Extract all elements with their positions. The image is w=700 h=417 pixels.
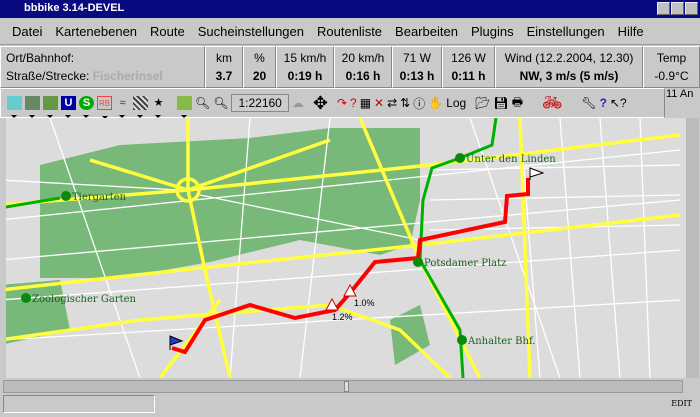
- info-panel: Ort/Bahnhof: Straße/Strecke: Fischerinse…: [0, 46, 700, 88]
- side-text: 11 An: [666, 88, 694, 100]
- km-label: km: [216, 51, 232, 65]
- station-tiergarten[interactable]: Tiergarten: [72, 192, 127, 203]
- edit-layer-icon[interactable]: [177, 96, 192, 118]
- speed-20[interactable]: 20 km/h 0:16 h: [334, 46, 392, 88]
- close-button[interactable]: [685, 2, 698, 15]
- menu-plugins[interactable]: Plugins: [470, 23, 514, 39]
- list-icon[interactable]: ▦: [359, 96, 372, 110]
- map-canvas[interactable]: 1.0% 1.2% Unter den Linden Tiergarten Po…: [6, 118, 686, 378]
- menu-kartenebenen[interactable]: Kartenebenen: [55, 23, 138, 39]
- station-anhalter-bhf[interactable]: Anhalter Bhf.: [467, 336, 535, 347]
- wind-panel[interactable]: Wind (12.2.2004, 12.30) NW, 3 m/s (5 m/s): [495, 46, 643, 88]
- rbahn-icon[interactable]: RB: [97, 96, 112, 119]
- menu-datei[interactable]: Datei: [12, 23, 43, 39]
- toolbar: U S RB ≈ ★ 🔍︎ 🔍︎ 1:22160 ☁ ✥ ↷ ? ▦ ✕ ⇄ ⇅…: [0, 88, 665, 119]
- print-icon[interactable]: 🖶: [511, 94, 524, 109]
- scroll-thumb[interactable]: [344, 381, 349, 392]
- status-field: [3, 395, 155, 413]
- help-icon[interactable]: ?: [599, 96, 607, 110]
- grade-icon: [343, 283, 357, 297]
- grosser-stern: [175, 177, 201, 203]
- menu-route[interactable]: Route: [150, 23, 185, 39]
- ubahn-icon[interactable]: U: [61, 96, 76, 118]
- route-icon[interactable]: ↷: [336, 96, 348, 110]
- menu-hilfe[interactable]: Hilfe: [617, 23, 644, 39]
- layer-landscape-icon[interactable]: [25, 96, 40, 118]
- log-button[interactable]: Log: [446, 96, 467, 110]
- wrench-icon[interactable]: 🔧︎: [581, 96, 597, 110]
- menu-bearbeiten[interactable]: Bearbeiten: [395, 23, 458, 39]
- strasse-value: Fischerinsel: [92, 69, 163, 83]
- grade-label: 1.2%: [332, 312, 353, 322]
- mode-indicator: EDIT: [671, 399, 692, 408]
- temp-label: Temp: [656, 51, 687, 65]
- vertical-scrollbar[interactable]: [686, 118, 699, 378]
- water-icon[interactable]: ≈: [115, 96, 130, 118]
- info-icon[interactable]: ⓘ: [413, 96, 426, 111]
- station-unter-den-linden[interactable]: Unter den Linden: [466, 154, 556, 165]
- window-title: bbbike 3.14-DEVEL: [24, 2, 125, 14]
- layer-streets-icon[interactable]: [7, 96, 22, 118]
- minimize-button[interactable]: [657, 2, 670, 15]
- open-icon[interactable]: 📂︎: [475, 96, 491, 110]
- park: [390, 305, 430, 365]
- grade-label: 1.0%: [354, 298, 375, 308]
- power-71[interactable]: 71 W 0:13 h: [392, 46, 442, 88]
- context-help-icon[interactable]: ↖?: [609, 96, 627, 110]
- swap-icon[interactable]: ⇄: [387, 96, 398, 110]
- menu-routenliste[interactable]: Routenliste: [317, 23, 383, 39]
- sbahn-icon[interactable]: S: [79, 96, 94, 118]
- start-flag-icon: [169, 335, 184, 350]
- pct-value: 20: [252, 69, 267, 83]
- km-value: 3.7: [215, 69, 233, 83]
- layer-places-icon[interactable]: [43, 96, 58, 118]
- ort-label: Ort/Bahnhof:: [6, 51, 75, 65]
- hand-icon[interactable]: ✋: [428, 96, 444, 110]
- finish-flag-icon: [529, 167, 545, 180]
- cloud-icon[interactable]: ☁: [291, 96, 304, 110]
- grade-icon: [325, 297, 339, 311]
- speed-15[interactable]: 15 km/h 0:19 h: [276, 46, 334, 88]
- menu-einstellungen[interactable]: Einstellungen: [526, 23, 605, 39]
- minor-streets: [6, 118, 681, 378]
- bicycle-icon[interactable]: 🚲︎: [542, 95, 563, 112]
- save-icon[interactable]: 💾︎: [493, 96, 509, 110]
- station-markers: [21, 153, 467, 345]
- route-line: [171, 178, 530, 355]
- sbahn-lines: [6, 118, 498, 378]
- station-potsdamer-platz[interactable]: Potsdamer Platz: [424, 258, 506, 269]
- menu-sucheinstellungen[interactable]: Sucheinstellungen: [197, 23, 304, 39]
- horizontal-scrollbar[interactable]: [3, 380, 683, 393]
- temp-value: -0.9°C: [654, 69, 689, 83]
- zoom-in-icon[interactable]: 🔍︎: [195, 96, 211, 110]
- move-icon[interactable]: ✥: [312, 92, 328, 113]
- star-icon[interactable]: ★: [151, 96, 166, 118]
- crop-icon[interactable]: ⇅: [400, 96, 411, 110]
- station-zoologischer-garten[interactable]: Zoologischer Garten: [32, 294, 137, 305]
- zoom-out-icon[interactable]: 🔍︎: [213, 96, 229, 110]
- maximize-button[interactable]: [671, 2, 684, 15]
- menu-bar: Datei Kartenebenen Route Sucheinstellung…: [0, 18, 700, 45]
- route-help-icon[interactable]: ?: [350, 96, 357, 110]
- delete-route-icon[interactable]: ✕: [374, 96, 385, 110]
- hatch-icon[interactable]: [133, 96, 148, 118]
- strasse-label: Straße/Strecke:: [6, 69, 90, 83]
- title-bar: bbbike 3.14-DEVEL: [0, 0, 700, 18]
- scale-field[interactable]: 1:22160: [231, 94, 289, 112]
- power-126[interactable]: 126 W 0:11 h: [442, 46, 495, 88]
- pct-label: %: [254, 51, 265, 65]
